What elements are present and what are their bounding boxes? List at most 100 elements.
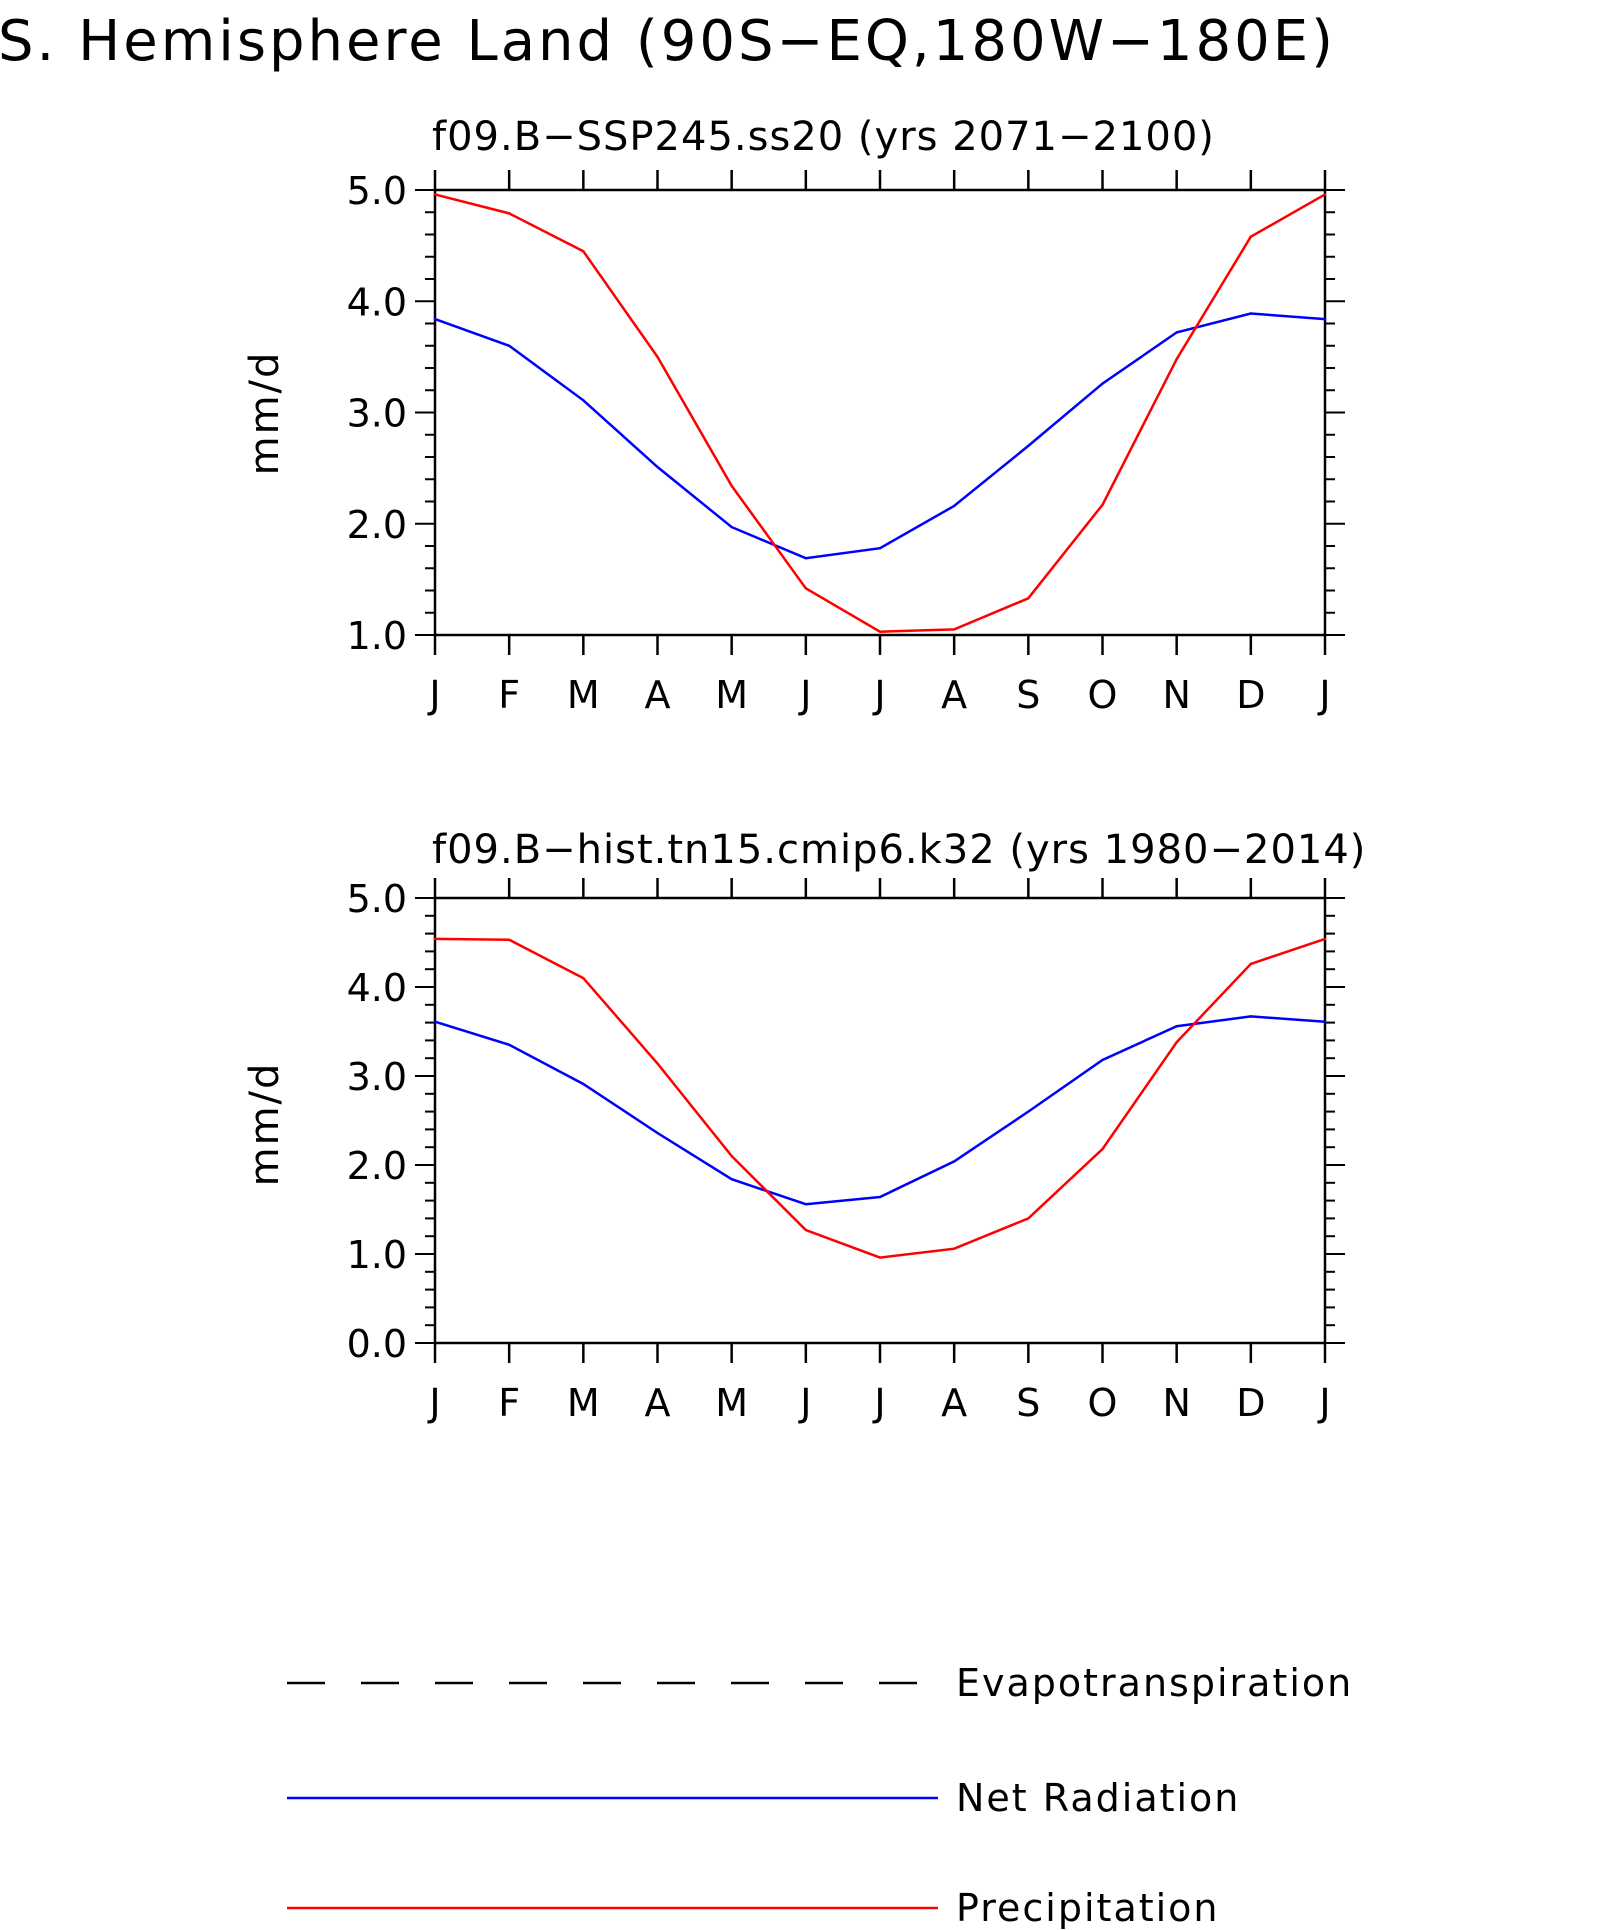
data-point-net-radiation xyxy=(656,1131,659,1135)
data-point-precipitation xyxy=(1323,193,1327,196)
data-point-net-radiation xyxy=(804,557,808,560)
data-point-net-radiation xyxy=(507,1043,511,1047)
y-tick-label: 5.0 xyxy=(347,169,407,213)
data-point-net-radiation xyxy=(730,525,733,529)
x-tick-label: A xyxy=(645,673,671,717)
data-point-net-radiation xyxy=(1027,1110,1030,1113)
data-point-precipitation xyxy=(656,355,659,359)
y-tick-label: 5.0 xyxy=(347,877,407,921)
panel-title-bottom: f09.B−hist.tn15.cmip6.k32 (yrs 1980−2014… xyxy=(432,827,1366,873)
chart-panel-bottom: f09.B−hist.tn15.cmip6.k32 (yrs 1980−2014… xyxy=(242,827,1366,1425)
x-tick-label: M xyxy=(567,673,600,717)
x-tick-label: J xyxy=(1317,673,1330,717)
y-tick-label: 1.0 xyxy=(347,1233,407,1277)
data-point-precipitation xyxy=(878,1256,882,1259)
data-point-precipitation xyxy=(433,937,437,941)
x-tick-label: D xyxy=(1236,673,1265,717)
data-point-precipitation xyxy=(507,938,511,942)
data-point-precipitation xyxy=(582,976,585,980)
data-point-precipitation xyxy=(1249,235,1253,238)
data-point-precipitation xyxy=(433,193,437,196)
figure-title: S. Hemisphere Land (90S−EQ,180W−180E) xyxy=(0,9,1336,74)
legend: Evapotranspiration Net Radiation Precipita… xyxy=(287,1661,1353,1930)
x-tick-label: N xyxy=(1162,1381,1190,1425)
data-point-precipitation xyxy=(1249,962,1253,966)
data-point-precipitation xyxy=(1027,597,1030,600)
x-tick-label: A xyxy=(941,673,967,717)
legend-label-net-radiation: Net Radiation xyxy=(956,1776,1240,1820)
y-tick-label: 4.0 xyxy=(347,280,407,324)
x-tick-label: M xyxy=(567,1381,600,1425)
panel-title-top: f09.B−SSP245.ss20 (yrs 2071−2100) xyxy=(432,114,1215,160)
x-tick-label: M xyxy=(715,1381,748,1425)
data-point-precipitation xyxy=(1175,357,1178,361)
data-point-net-radiation xyxy=(1323,1020,1327,1023)
data-point-precipitation xyxy=(730,1154,733,1158)
x-tick-label: J xyxy=(872,673,885,717)
y-tick-label: 1.0 xyxy=(347,614,407,658)
plot-frame xyxy=(433,188,1327,637)
data-point-net-radiation xyxy=(1249,312,1253,315)
x-tick-label: J xyxy=(798,673,811,717)
x-tick-label: N xyxy=(1162,673,1190,717)
y-tick-label: 4.0 xyxy=(347,966,407,1010)
series-line-precipitation xyxy=(434,937,1326,1259)
x-tick-label: F xyxy=(498,1381,520,1425)
data-point-net-radiation xyxy=(804,1202,808,1206)
x-tick-label: O xyxy=(1088,673,1118,717)
data-point-net-radiation xyxy=(1175,1024,1178,1028)
data-point-net-radiation xyxy=(878,547,882,550)
y-axis-label-top: mm/d xyxy=(242,351,288,476)
x-tick-label: A xyxy=(941,1381,967,1425)
legend-label-precipitation: Precipitation xyxy=(956,1886,1220,1930)
x-tick-label: S xyxy=(1016,1381,1040,1425)
data-point-net-radiation xyxy=(1101,382,1104,385)
y-tick-label: 2.0 xyxy=(347,503,407,547)
series-line-net-radiation xyxy=(434,1015,1326,1206)
x-tick-label: J xyxy=(1317,1381,1330,1425)
x-tick-label: S xyxy=(1016,673,1040,717)
data-point-precipitation xyxy=(1101,503,1104,507)
y-tick-label: 0.0 xyxy=(347,1322,407,1366)
x-tick-label: M xyxy=(715,673,748,717)
y-tick-label: 3.0 xyxy=(347,1055,407,1099)
data-point-precipitation xyxy=(804,587,808,590)
x-tick-label: O xyxy=(1088,1381,1118,1425)
y-axis-label-bottom: mm/d xyxy=(242,1062,288,1187)
series-line-precipitation xyxy=(434,193,1326,633)
data-point-net-radiation xyxy=(878,1195,882,1199)
plot-frame xyxy=(433,896,1327,1345)
legend-label-evapotranspiration: Evapotranspiration xyxy=(956,1661,1353,1705)
x-tick-label: J xyxy=(427,673,440,717)
chart-panel-top: f09.B−SSP245.ss20 (yrs 2071−2100) mm/d J… xyxy=(242,114,1345,717)
data-point-net-radiation xyxy=(582,399,585,402)
data-point-net-radiation xyxy=(1101,1058,1104,1062)
data-point-net-radiation xyxy=(433,317,437,321)
data-point-precipitation xyxy=(1323,937,1327,941)
data-point-precipitation xyxy=(878,630,882,633)
data-point-precipitation xyxy=(804,1228,808,1232)
data-point-precipitation xyxy=(656,1062,659,1065)
data-point-net-radiation xyxy=(656,465,659,469)
data-point-net-radiation xyxy=(582,1082,585,1086)
series-line-net-radiation xyxy=(434,312,1326,560)
data-point-net-radiation xyxy=(952,1160,956,1163)
data-point-net-radiation xyxy=(1323,317,1327,321)
x-tick-label: A xyxy=(645,1381,671,1425)
data-point-net-radiation xyxy=(1175,331,1178,334)
x-tick-label: J xyxy=(872,1381,885,1425)
data-point-net-radiation xyxy=(1249,1015,1253,1018)
data-point-net-radiation xyxy=(730,1178,733,1181)
x-tick-label: D xyxy=(1236,1381,1265,1425)
data-point-precipitation xyxy=(952,1247,956,1250)
data-point-net-radiation xyxy=(952,504,956,508)
data-point-net-radiation xyxy=(507,344,511,347)
data-point-precipitation xyxy=(582,249,585,253)
x-tick-label: J xyxy=(427,1381,440,1425)
data-point-net-radiation xyxy=(1027,444,1030,448)
y-tick-label: 2.0 xyxy=(347,1144,407,1188)
data-point-precipitation xyxy=(1101,1147,1104,1151)
data-point-precipitation xyxy=(507,212,511,215)
data-point-precipitation xyxy=(1027,1217,1030,1220)
